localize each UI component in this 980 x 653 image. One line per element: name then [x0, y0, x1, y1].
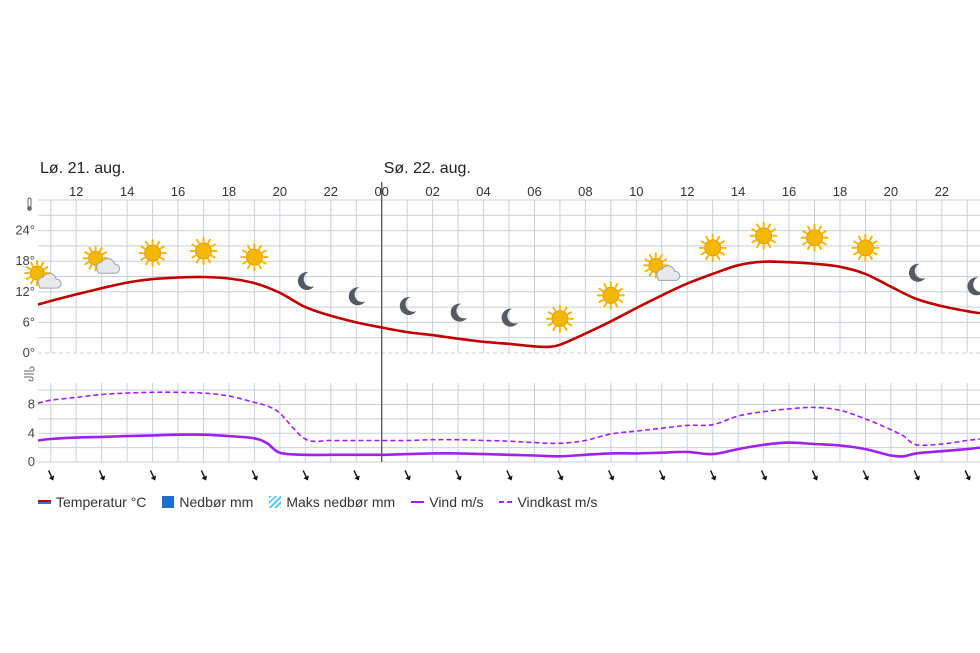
hour-tick-label: 18 — [222, 184, 236, 199]
moon-icon — [501, 308, 518, 327]
wind-direction-arrow — [506, 470, 513, 481]
wind-direction-arrow — [149, 470, 157, 481]
precipitation-swatch — [162, 496, 175, 508]
wind-direction-arrow — [47, 470, 55, 481]
wind-direction-arrow — [862, 470, 869, 481]
gust-swatch — [499, 501, 513, 503]
temperature-axis-label: 0° — [23, 345, 35, 360]
legend-item-max-precipitation[interactable]: Maks nedbør mm — [269, 494, 395, 510]
sun-icon — [596, 281, 625, 310]
wind-direction-arrow — [709, 470, 717, 481]
hour-tick-label: 06 — [527, 184, 541, 199]
legend-label-temperature: Temperatur °C — [56, 494, 147, 510]
wind-direction-arrow — [455, 470, 462, 481]
thermometer-icon — [27, 197, 32, 211]
axis-labels: Lø. 21. aug. Sø. 22. aug.12 14 16 18 20 22 00 02… — [15, 160, 949, 469]
wind-direction-arrow — [608, 470, 615, 481]
hour-tick-label: 14 — [731, 184, 745, 199]
moon-icon — [450, 303, 468, 322]
temperature-swatch — [38, 500, 51, 504]
wind-swatch — [411, 501, 425, 503]
hour-tick-label: 22 — [324, 184, 338, 199]
temperature-axis-label: 6° — [23, 314, 35, 329]
sun-icon — [138, 239, 167, 268]
hour-tick-label: 16 — [782, 184, 796, 199]
wind-icon — [24, 366, 35, 382]
hour-tick-label: 20 — [273, 184, 287, 199]
legend-item-wind[interactable]: Vind m/s — [411, 494, 483, 510]
sun-icon — [749, 221, 778, 250]
temperature-line — [37, 260, 980, 349]
legend-item-precipitation[interactable]: Nedbør mm — [162, 494, 253, 510]
sun-icon — [851, 233, 880, 262]
hour-tick-label: 04 — [476, 184, 490, 199]
hour-tick-label: 02 — [425, 184, 439, 199]
hour-tick-label: 14 — [120, 184, 134, 199]
sun-icon — [189, 237, 218, 265]
temperature-axis-label: 18° — [15, 253, 35, 268]
wind-direction-arrow — [760, 470, 768, 481]
wind-direction-arrow — [811, 470, 819, 481]
series — [37, 260, 980, 458]
legend: Temperatur °C Nedbør mm Maks nedbør mm V… — [38, 494, 597, 510]
wind-direction-arrow — [200, 470, 208, 481]
sun-icon — [240, 243, 269, 272]
wind-direction-arrow — [353, 470, 360, 481]
wind-direction-arrow — [98, 470, 106, 481]
weather-symbols — [24, 221, 980, 333]
wind-direction-arrow — [964, 470, 971, 481]
wind-direction-arrow — [251, 470, 258, 481]
moon-icon — [967, 277, 980, 296]
wind-axis-label: 4 — [28, 425, 35, 440]
wind-axis-label: 8 — [28, 397, 35, 412]
legend-label-gust: Vindkast m/s — [517, 494, 598, 510]
partly-cloudy-icon — [642, 252, 681, 281]
temperature-axis-label: 24° — [15, 223, 35, 238]
wind-direction-arrow — [557, 470, 564, 481]
hour-tick-label: 16 — [171, 184, 185, 199]
partly-cloudy-icon — [24, 260, 62, 289]
hour-tick-label: 22 — [935, 184, 949, 199]
legend-label-max-precipitation: Maks nedbør mm — [286, 494, 396, 510]
sun-icon — [545, 304, 574, 333]
hour-tick-label: 20 — [884, 184, 898, 199]
moon-icon — [908, 263, 926, 282]
day-label: Sø. 22. aug. — [384, 160, 471, 177]
max-precipitation-swatch — [269, 496, 282, 508]
wind-direction-arrow — [302, 470, 309, 481]
legend-item-gust[interactable]: Vindkast m/s — [499, 494, 597, 510]
wind-direction-arrow — [913, 470, 920, 481]
hour-tick-label: 12 — [69, 184, 83, 199]
hour-tick-label: 10 — [629, 184, 643, 199]
moon-icon — [348, 287, 366, 306]
hour-tick-label: 08 — [578, 184, 592, 199]
hour-tick-label: 00 — [374, 184, 388, 199]
wind-direction-arrows — [47, 470, 971, 481]
legend-label-wind: Vind m/s — [429, 494, 484, 510]
wind-direction-arrow — [404, 470, 411, 481]
sun-icon — [800, 223, 829, 252]
moon-icon — [297, 271, 315, 290]
day-label: Lø. 21. aug. — [40, 160, 125, 177]
legend-label-precipitation: Nedbør mm — [179, 494, 254, 510]
temperature-axis-label: 12° — [15, 284, 35, 299]
wind-axis-label: 0 — [28, 454, 35, 469]
wind-speed-line — [37, 433, 980, 458]
hour-tick-label: 18 — [833, 184, 847, 199]
partly-cloudy-icon — [82, 245, 121, 274]
hour-tick-label: 12 — [680, 184, 694, 199]
legend-item-temperature[interactable]: Temperatur °C — [38, 494, 146, 510]
sun-icon — [698, 233, 727, 262]
moon-icon — [399, 296, 417, 315]
wind-direction-arrow — [659, 470, 666, 481]
